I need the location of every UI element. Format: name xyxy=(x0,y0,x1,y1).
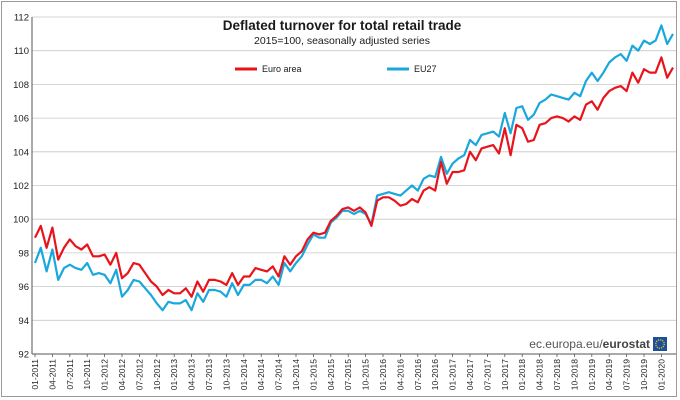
x-tick-label: 07-2012 xyxy=(134,359,144,390)
x-tick-labels: 01-2011 04-2011 07-2011 10-2011 01-2012 04-20… xyxy=(30,359,666,390)
chart-subtitle: 2015=100, seasonally adjusted series xyxy=(254,35,430,47)
x-tick-label: 04-2016 xyxy=(395,359,405,390)
y-tick-label: 92 xyxy=(18,350,29,361)
source-text: ec.europa.eu/eurostat xyxy=(529,337,650,351)
x-tick-label: 01-2017 xyxy=(448,359,458,390)
series-line-euro-area xyxy=(34,56,674,298)
x-tick-label: 07-2017 xyxy=(482,359,492,390)
eurostat-logo-icon xyxy=(653,337,667,351)
x-tick-label: 01-2014 xyxy=(239,359,249,390)
x-tick-label: 01-2012 xyxy=(100,359,110,390)
x-tick-label: 10-2012 xyxy=(152,359,162,390)
x-tick-label: 01-2013 xyxy=(169,359,179,390)
x-tick-label: 10-2011 xyxy=(82,359,92,390)
x-tick-label: 07-2016 xyxy=(413,359,423,390)
y-tick-label: 106 xyxy=(13,114,29,125)
x-tick-label: 07-2013 xyxy=(204,359,214,390)
x-tick-label: 07-2014 xyxy=(274,359,284,390)
x-tick-label: 01-2016 xyxy=(378,359,388,390)
x-tick-label: 10-2013 xyxy=(221,359,231,390)
source-credit: ec.europa.eu/eurostat xyxy=(529,337,667,351)
x-tick-label: 10-2019 xyxy=(639,359,649,390)
y-tick-label: 104 xyxy=(13,147,29,158)
y-tick-label: 98 xyxy=(18,248,29,259)
x-tick-label: 01-2020 xyxy=(656,359,666,390)
x-tick-label: 04-2013 xyxy=(187,359,197,390)
series-line-eu27 xyxy=(33,24,674,312)
x-tick-label: 07-2015 xyxy=(343,359,353,390)
x-tick-label: 10-2017 xyxy=(500,359,510,390)
y-tick-label: 94 xyxy=(18,316,29,327)
y-tick-label: 110 xyxy=(14,46,29,57)
x-tick-label: 07-2011 xyxy=(65,359,75,390)
y-tick-label: 96 xyxy=(18,282,29,293)
x-tick-label: 07-2018 xyxy=(552,359,562,390)
y-tick-labels: 92 94 96 98 100 102 104 106 108 110 112 xyxy=(13,13,29,361)
source-brand: eurostat xyxy=(603,337,650,351)
x-tick-label: 01-2011 xyxy=(30,359,40,390)
x-tick-label: 01-2019 xyxy=(587,359,597,390)
x-tick-label: 10-2016 xyxy=(430,359,440,390)
x-tick-label: 01-2015 xyxy=(308,359,318,390)
x-tick-label: 04-2012 xyxy=(117,359,127,390)
x-tick-label: 04-2018 xyxy=(535,359,545,390)
x-tick-label: 04-2014 xyxy=(256,359,266,390)
grid-lines xyxy=(32,16,676,355)
x-tick-label: 04-2019 xyxy=(604,359,614,390)
series-lines xyxy=(33,24,674,312)
legend-label-euro-area: Euro area xyxy=(262,64,302,74)
y-tick-label: 100 xyxy=(13,215,29,226)
x-tick-label: 10-2015 xyxy=(361,359,371,390)
axes xyxy=(31,17,676,357)
x-tick-label: 04-2015 xyxy=(326,359,336,390)
x-tick-label: 04-2017 xyxy=(465,359,475,390)
x-tick-label: 10-2018 xyxy=(569,359,579,390)
x-tick-label: 07-2019 xyxy=(622,359,632,390)
legend-label-eu27: EU27 xyxy=(414,64,437,74)
x-tick-label: 04-2011 xyxy=(47,359,57,390)
chart-title: Deflated turnover for total retail trade xyxy=(223,18,462,33)
x-tick-label: 10-2014 xyxy=(291,359,301,390)
y-tick-label: 102 xyxy=(13,181,29,192)
legend: Euro area EU27 xyxy=(235,64,437,74)
x-tick-label: 01-2018 xyxy=(517,359,527,390)
y-tick-label: 112 xyxy=(14,13,29,24)
source-domain: ec.europa.eu/ xyxy=(529,337,603,351)
y-tick-label: 108 xyxy=(13,80,29,91)
